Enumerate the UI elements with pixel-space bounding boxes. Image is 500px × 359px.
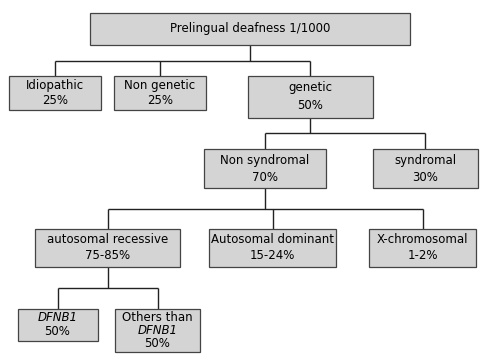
FancyBboxPatch shape — [204, 149, 326, 188]
Text: Prelingual deafness 1/1000: Prelingual deafness 1/1000 — [170, 22, 330, 35]
FancyBboxPatch shape — [114, 76, 206, 111]
Text: genetic: genetic — [288, 81, 332, 94]
Text: Idiopathic: Idiopathic — [26, 79, 84, 92]
Text: Autosomal dominant: Autosomal dominant — [211, 233, 334, 246]
Text: 1-2%: 1-2% — [407, 250, 438, 262]
Text: 25%: 25% — [147, 94, 173, 107]
Text: Non syndromal: Non syndromal — [220, 154, 310, 167]
Text: X-chromosomal: X-chromosomal — [377, 233, 468, 246]
FancyBboxPatch shape — [248, 76, 372, 118]
Text: 30%: 30% — [412, 171, 438, 184]
Text: Others than: Others than — [122, 311, 193, 324]
Text: autosomal recessive: autosomal recessive — [47, 233, 168, 246]
FancyBboxPatch shape — [9, 76, 101, 111]
Text: 50%: 50% — [297, 99, 323, 112]
Text: 15-24%: 15-24% — [250, 250, 295, 262]
Text: 70%: 70% — [252, 171, 278, 184]
FancyBboxPatch shape — [209, 229, 336, 266]
Text: Non genetic: Non genetic — [124, 79, 196, 92]
FancyBboxPatch shape — [368, 229, 476, 266]
FancyBboxPatch shape — [372, 149, 478, 188]
FancyBboxPatch shape — [18, 309, 98, 341]
FancyBboxPatch shape — [35, 229, 180, 266]
Text: DFNB1: DFNB1 — [38, 311, 78, 325]
Text: 50%: 50% — [44, 325, 70, 339]
FancyBboxPatch shape — [115, 309, 200, 352]
Text: 25%: 25% — [42, 94, 68, 107]
Text: 50%: 50% — [144, 337, 171, 350]
Text: 75-85%: 75-85% — [85, 250, 130, 262]
FancyBboxPatch shape — [90, 13, 410, 45]
Text: syndromal: syndromal — [394, 154, 456, 167]
Text: DFNB1: DFNB1 — [138, 324, 177, 337]
